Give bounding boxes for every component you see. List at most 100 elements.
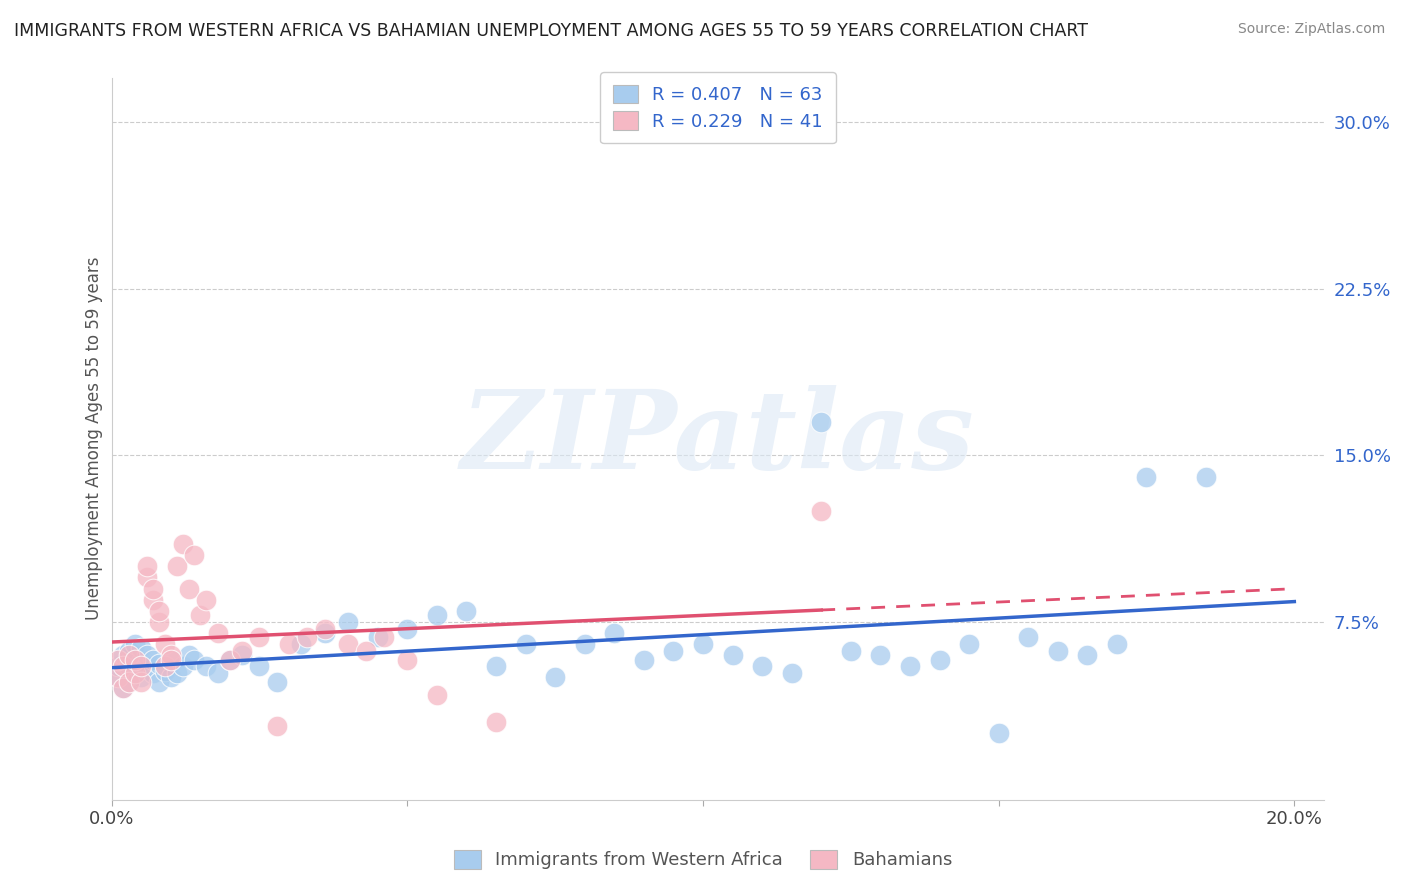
Point bbox=[780, 665, 803, 680]
Point bbox=[603, 626, 626, 640]
Point bbox=[188, 608, 211, 623]
Point bbox=[231, 644, 253, 658]
Point bbox=[166, 559, 188, 574]
Point bbox=[839, 644, 862, 658]
Point bbox=[107, 659, 129, 673]
Point bbox=[1076, 648, 1098, 662]
Point bbox=[219, 652, 242, 666]
Point bbox=[129, 659, 152, 673]
Point bbox=[485, 714, 508, 729]
Point bbox=[159, 648, 181, 662]
Point bbox=[177, 648, 200, 662]
Point bbox=[153, 664, 176, 678]
Point bbox=[172, 537, 194, 551]
Point bbox=[987, 726, 1010, 740]
Point bbox=[148, 615, 170, 629]
Point bbox=[249, 631, 271, 645]
Point bbox=[112, 659, 135, 673]
Point bbox=[129, 670, 152, 684]
Point bbox=[107, 652, 129, 666]
Point bbox=[207, 665, 229, 680]
Point bbox=[721, 648, 744, 662]
Point bbox=[367, 631, 389, 645]
Point bbox=[112, 681, 135, 696]
Point bbox=[266, 674, 288, 689]
Point bbox=[426, 688, 449, 702]
Point bbox=[810, 504, 832, 518]
Point bbox=[810, 415, 832, 429]
Point bbox=[957, 637, 980, 651]
Point bbox=[515, 637, 537, 651]
Point bbox=[219, 652, 242, 666]
Point bbox=[136, 570, 159, 584]
Point bbox=[662, 644, 685, 658]
Point bbox=[129, 674, 152, 689]
Y-axis label: Unemployment Among Ages 55 to 59 years: Unemployment Among Ages 55 to 59 years bbox=[86, 257, 103, 620]
Point bbox=[544, 670, 567, 684]
Point bbox=[869, 648, 891, 662]
Point bbox=[118, 674, 141, 689]
Point bbox=[426, 608, 449, 623]
Point bbox=[136, 648, 159, 662]
Point bbox=[159, 652, 181, 666]
Point bbox=[107, 670, 129, 684]
Point bbox=[129, 655, 152, 669]
Point bbox=[142, 652, 165, 666]
Point bbox=[153, 659, 176, 673]
Point bbox=[207, 626, 229, 640]
Point bbox=[928, 652, 950, 666]
Point bbox=[195, 592, 218, 607]
Point bbox=[118, 644, 141, 658]
Point bbox=[396, 652, 419, 666]
Point bbox=[231, 648, 253, 662]
Text: Source: ZipAtlas.com: Source: ZipAtlas.com bbox=[1237, 22, 1385, 37]
Point bbox=[148, 604, 170, 618]
Text: ZIPatlas: ZIPatlas bbox=[461, 384, 974, 492]
Point bbox=[177, 582, 200, 596]
Point bbox=[751, 659, 773, 673]
Point bbox=[456, 604, 478, 618]
Point bbox=[118, 659, 141, 673]
Legend: R = 0.407   N = 63, R = 0.229   N = 41: R = 0.407 N = 63, R = 0.229 N = 41 bbox=[600, 72, 835, 144]
Point bbox=[278, 637, 301, 651]
Point bbox=[129, 641, 152, 656]
Point bbox=[136, 559, 159, 574]
Legend: Immigrants from Western Africa, Bahamians: Immigrants from Western Africa, Bahamian… bbox=[444, 841, 962, 879]
Point bbox=[124, 637, 146, 651]
Point bbox=[354, 644, 377, 658]
Point bbox=[633, 652, 655, 666]
Point bbox=[295, 631, 318, 645]
Point bbox=[142, 665, 165, 680]
Point bbox=[574, 637, 596, 651]
Point bbox=[1017, 631, 1039, 645]
Point bbox=[107, 670, 129, 684]
Point bbox=[159, 652, 181, 666]
Point bbox=[485, 659, 508, 673]
Point bbox=[142, 582, 165, 596]
Point bbox=[148, 657, 170, 671]
Point bbox=[183, 548, 205, 562]
Point bbox=[898, 659, 921, 673]
Point bbox=[290, 637, 312, 651]
Point bbox=[124, 665, 146, 680]
Point bbox=[1105, 637, 1128, 651]
Point bbox=[153, 637, 176, 651]
Point bbox=[249, 659, 271, 673]
Point bbox=[183, 652, 205, 666]
Point bbox=[373, 631, 395, 645]
Point bbox=[124, 652, 146, 666]
Point bbox=[172, 659, 194, 673]
Point bbox=[118, 674, 141, 689]
Point bbox=[314, 626, 336, 640]
Point bbox=[124, 652, 146, 666]
Point bbox=[396, 622, 419, 636]
Point bbox=[1046, 644, 1069, 658]
Point bbox=[124, 665, 146, 680]
Point bbox=[692, 637, 714, 651]
Point bbox=[266, 719, 288, 733]
Point bbox=[337, 637, 360, 651]
Point bbox=[136, 659, 159, 673]
Point bbox=[159, 670, 181, 684]
Point bbox=[112, 681, 135, 696]
Point bbox=[166, 665, 188, 680]
